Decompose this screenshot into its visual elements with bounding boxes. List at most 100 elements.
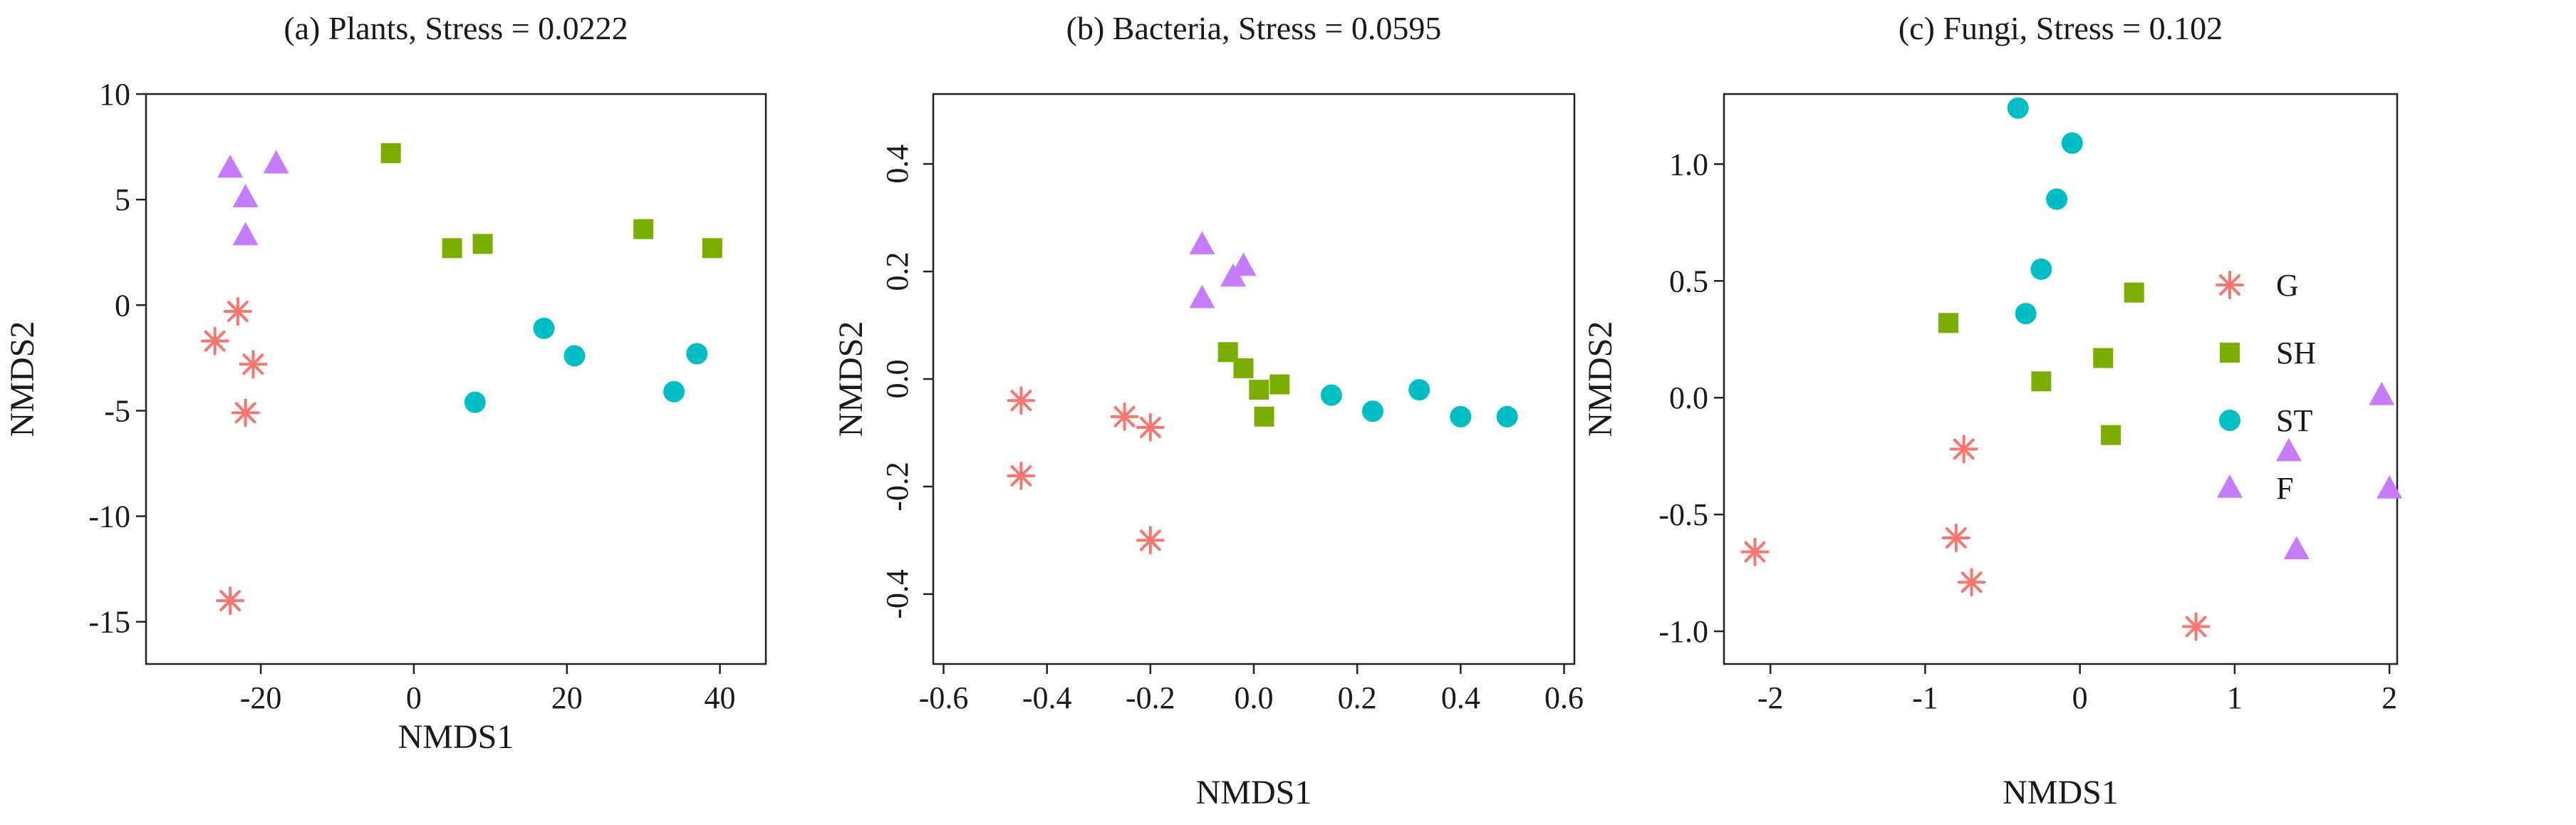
panel-b-point-g bbox=[1007, 461, 1036, 490]
panel-b-point-g bbox=[1007, 386, 1036, 415]
panel-c-point-sh bbox=[2093, 348, 2114, 368]
panel-c-ytick-label: -0.5 bbox=[1658, 497, 1708, 532]
panel-b-point-st bbox=[1408, 379, 1430, 401]
panel-a-xtick-label: 0 bbox=[406, 680, 422, 715]
panel-b-point-f bbox=[1189, 284, 1215, 308]
panel-b-xtick-label: 0.2 bbox=[1338, 680, 1377, 715]
panel-c-point-f bbox=[2283, 536, 2310, 560]
panel-c-point-sh bbox=[2124, 282, 2144, 303]
panel-a-point-g bbox=[200, 326, 229, 356]
panel-c-xtick-label: -1 bbox=[1912, 680, 1938, 715]
legend-symbol-sh bbox=[2220, 343, 2240, 363]
panel-c-point-st bbox=[2015, 303, 2037, 325]
panel-b-point-st bbox=[1320, 384, 1342, 406]
panel-a: (a) Plants, Stress = 0.0222 -20 0 20 40 -15 -1… bbox=[4, 10, 767, 756]
panel-c-ytick-label: 1.0 bbox=[1669, 147, 1708, 182]
panel-c-point-st bbox=[2030, 258, 2052, 280]
panel-b-ytick-label: 0.0 bbox=[880, 360, 915, 399]
panel-a-point-sh bbox=[633, 219, 654, 239]
panel-c-xtick-label: 0 bbox=[2072, 680, 2088, 715]
legend-symbol-g bbox=[2216, 271, 2244, 299]
panel-c-point-g bbox=[1949, 435, 1978, 464]
panel-a-point-st bbox=[533, 317, 555, 339]
panel-a-ytick-label: 10 bbox=[99, 77, 130, 112]
panel-b-point-sh bbox=[1269, 374, 1290, 395]
panel-c-xtick-label: -2 bbox=[1757, 680, 1784, 715]
panel-c-point-f bbox=[2377, 475, 2403, 499]
panel-a-point-g bbox=[223, 297, 252, 326]
panel-a-point-f bbox=[232, 222, 259, 246]
panel-b-point-g bbox=[1136, 526, 1165, 555]
panel-a-point-g bbox=[216, 586, 245, 616]
panel-b-ytick-label: -0.4 bbox=[880, 569, 915, 619]
panel-a-ytick-label: -15 bbox=[88, 605, 130, 640]
panel-c-ylabel: NMDS2 bbox=[1582, 321, 1619, 437]
panel-c-point-g bbox=[2181, 612, 2211, 641]
panel-c-ytick-label: 0.5 bbox=[1669, 264, 1708, 299]
legend: G SH ST F bbox=[2216, 268, 2316, 506]
panel-c-ytick-label: -1.0 bbox=[1658, 614, 1708, 649]
panel-a-point-st bbox=[564, 345, 586, 367]
panel-c-xtick-label: 1 bbox=[2227, 680, 2243, 715]
panel-c-point-sh bbox=[2101, 425, 2121, 445]
panel-a-point-f bbox=[232, 184, 259, 207]
panel-a-xtick-label: -20 bbox=[240, 680, 282, 715]
panel-c-point-f bbox=[2369, 381, 2395, 405]
panel-b-point-st bbox=[1361, 400, 1383, 422]
panel-c-point-f bbox=[2275, 437, 2302, 462]
panel-b-point-sh bbox=[1233, 358, 1254, 378]
panel-a-point-g bbox=[239, 350, 268, 379]
panel-b-point-sh bbox=[1249, 380, 1269, 400]
panel-a-xtick-label: 40 bbox=[705, 680, 736, 715]
panel-c-point-g bbox=[1957, 568, 1986, 597]
panel-a-xlabel: NMDS1 bbox=[398, 718, 514, 756]
panel-c-point-sh bbox=[2031, 371, 2052, 392]
panel-c-title: (c) Fungi, Stress = 0.102 bbox=[1899, 10, 2223, 46]
panel-a-title: (a) Plants, Stress = 0.0222 bbox=[284, 10, 628, 46]
panel-c-point-st bbox=[2046, 188, 2068, 210]
panel-a-point-st bbox=[464, 391, 486, 413]
panel-b-point-sh bbox=[1254, 406, 1274, 427]
panel-c-point-g bbox=[1740, 537, 1770, 566]
panel-b-xtick-label: -0.6 bbox=[919, 680, 969, 715]
legend-symbol-f bbox=[2216, 474, 2243, 498]
panel-a-ytick-label: 5 bbox=[115, 182, 130, 217]
panel-b-point-g bbox=[1110, 402, 1139, 431]
panel-b-title: (b) Bacteria, Stress = 0.0595 bbox=[1066, 10, 1442, 46]
panel-a-point-g bbox=[231, 398, 260, 427]
legend-label-f: F bbox=[2276, 471, 2293, 506]
panel-b-point-st bbox=[1496, 405, 1518, 427]
panel-a-point-sh bbox=[472, 234, 493, 254]
panel-b-point-f bbox=[1230, 252, 1257, 276]
panel-a-point-sh bbox=[380, 142, 401, 163]
panel-c-frame bbox=[1723, 93, 2399, 665]
panel-c-xlabel: NMDS1 bbox=[2003, 774, 2119, 811]
panel-b-point-st bbox=[1450, 405, 1472, 427]
panel-a-xtick-label: 20 bbox=[551, 680, 583, 715]
panel-a-ylabel: NMDS2 bbox=[4, 321, 41, 437]
panel-a-point-sh bbox=[442, 238, 462, 259]
panel-a-ytick-label: -5 bbox=[104, 393, 130, 428]
panel-c-point-st bbox=[2007, 97, 2029, 119]
panel-b-xtick-label: 0.6 bbox=[1544, 680, 1584, 715]
panel-a-point-f bbox=[263, 150, 289, 174]
panel-b-ytick-label: 0.4 bbox=[880, 145, 915, 184]
legend-label-g: G bbox=[2276, 268, 2299, 303]
panel-a-point-st bbox=[686, 343, 708, 365]
panel-b-xtick-label: 0.4 bbox=[1441, 680, 1480, 715]
panel-b-ytick-label: -0.2 bbox=[880, 462, 915, 512]
panel-a-ytick-label: -10 bbox=[88, 499, 130, 534]
legend-label-sh: SH bbox=[2276, 336, 2316, 370]
panel-a-point-st bbox=[663, 380, 685, 403]
panel-b-ytick-label: 0.2 bbox=[880, 252, 915, 291]
panel-c-point-st bbox=[2061, 132, 2083, 154]
panel-b-point-g bbox=[1136, 412, 1165, 442]
legend-symbol-st bbox=[2219, 410, 2240, 431]
panel-b-point-f bbox=[1189, 231, 1215, 255]
panel-b: (b) Bacteria, Stress = 0.0595 -0.6 -0.4 -0.… bbox=[832, 10, 1584, 811]
panel-b-xlabel: NMDS1 bbox=[1196, 774, 1312, 811]
panel-b-frame bbox=[932, 93, 1576, 665]
panel-a-frame bbox=[145, 93, 767, 665]
panel-c-xtick-label: 2 bbox=[2382, 680, 2397, 715]
